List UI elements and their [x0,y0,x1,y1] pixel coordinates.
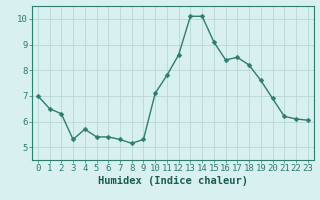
X-axis label: Humidex (Indice chaleur): Humidex (Indice chaleur) [98,176,248,186]
